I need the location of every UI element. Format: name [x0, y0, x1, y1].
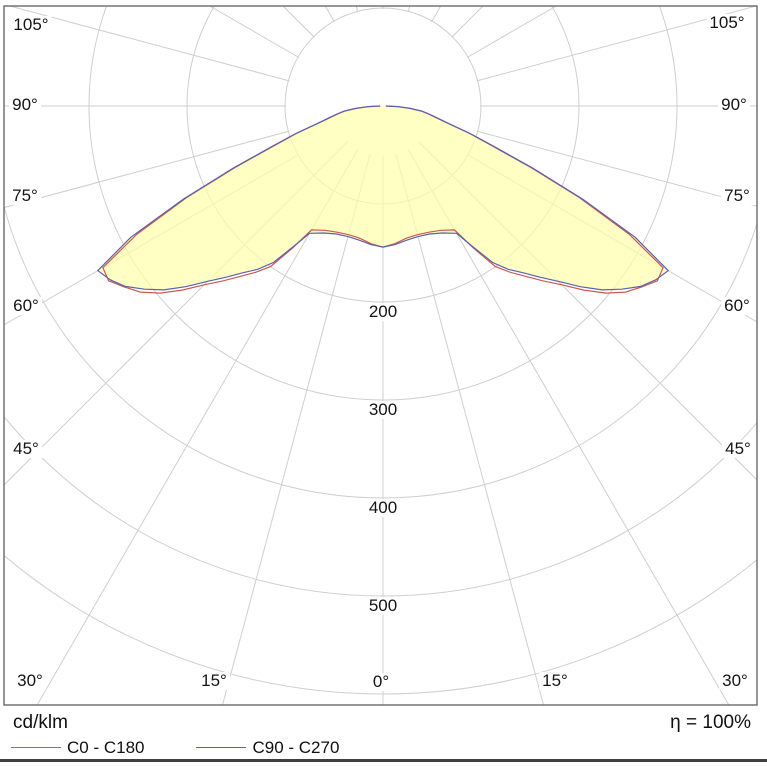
angle-spoke-30: [36, 189, 335, 705]
angle-tick-label-105deg: 105°: [10, 16, 52, 34]
angle-tick-label-105deg: 105°: [706, 14, 748, 32]
radial-tick-label-400: 400: [365, 499, 401, 517]
curve-c90-c270: [96, 105, 670, 291]
angle-tick-label-15deg: 15°: [198, 672, 230, 690]
angle-spoke-75: [4, 130, 290, 209]
legend-label-c0-c180: C0 - C180: [67, 737, 145, 757]
unit-label: cd/klm: [13, 712, 68, 733]
angle-tick-label-75deg: 75°: [721, 187, 753, 205]
angle-spoke-255: [476, 6, 757, 82]
angle-tick-label-60deg: 60°: [10, 297, 42, 315]
bottom-separator: [0, 759, 767, 762]
angle-tick-label-90deg: 90°: [9, 96, 41, 114]
angle-spoke-105: [7, 6, 290, 82]
legend-line-c90-c270-icon: [196, 746, 247, 748]
angle-tick-label-15deg: 15°: [539, 672, 571, 690]
angle-tick-label-30deg: 30°: [14, 672, 46, 690]
plot-frame: [3, 5, 758, 706]
angle-tick-label-75deg: 75°: [9, 187, 41, 205]
angle-spoke-330: [431, 189, 730, 705]
angle-tick-label-60deg: 60°: [721, 297, 753, 315]
efficiency-label: η = 100%: [670, 712, 751, 733]
angle-tick-label-0deg: 0°: [369, 673, 393, 691]
angle-spoke-345: [407, 199, 545, 705]
intensity-fill-area: [97, 106, 669, 290]
legend-item-c0-c180: C0 - C180: [11, 739, 144, 756]
legend: C0 - C180 C90 - C270: [11, 738, 391, 756]
angle-tick-label-30deg: 30°: [719, 672, 751, 690]
intensity-curves: [96, 105, 670, 294]
legend-item-c90-c270: C90 - C270: [196, 739, 339, 756]
radial-tick-label-500: 500: [365, 597, 401, 615]
angle-tick-label-90deg: 90°: [718, 96, 750, 114]
angle-spoke-285: [476, 130, 757, 207]
angle-spoke-15: [221, 199, 359, 705]
radial-tick-label-300: 300: [365, 401, 401, 419]
radial-tick-label-200: 200: [365, 303, 401, 321]
legend-label-c90-c270: C90 - C270: [252, 737, 340, 757]
angle-tick-label-45deg: 45°: [722, 440, 754, 458]
angle-tick-label-45deg: 45°: [10, 440, 42, 458]
legend-line-c0-c180-icon: [11, 746, 61, 748]
